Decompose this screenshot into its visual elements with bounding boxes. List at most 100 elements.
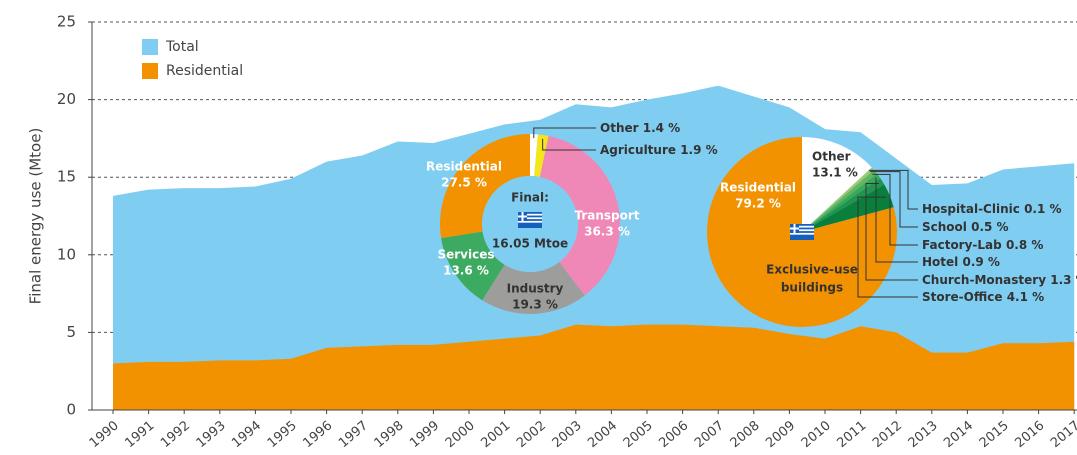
wedge	[534, 134, 549, 178]
label-part: 0.8 %	[1006, 238, 1043, 252]
label-part: Hotel	[922, 255, 958, 269]
flag-stripe	[518, 220, 542, 223]
data-label: Agriculture 1.9 %	[600, 143, 718, 157]
x-tick-label: 1993	[194, 418, 229, 451]
data-label: 27.5 %	[441, 176, 487, 190]
x-tick-label: 2017	[1048, 418, 1077, 451]
label-part: 1.4 %	[643, 121, 680, 135]
flag-cross	[793, 224, 796, 233]
leader-line	[870, 171, 918, 228]
y-axis-label: Final energy use (Mtoe)	[27, 128, 45, 305]
area	[113, 324, 1075, 410]
wedge	[802, 184, 894, 232]
wedge	[802, 137, 872, 232]
x-tick-label: 1999	[407, 418, 442, 451]
label-part: 4.1 %	[1007, 290, 1044, 304]
flag-stripe	[518, 213, 542, 216]
label-part: Church-Monastery	[922, 273, 1046, 287]
legend-swatch	[142, 63, 158, 79]
data-label: Other	[812, 150, 851, 164]
x-tick-label: 2006	[656, 418, 691, 451]
leader-line	[533, 127, 596, 139]
data-label: Industry	[507, 282, 564, 296]
wedge	[482, 262, 585, 315]
leader-line	[865, 182, 918, 281]
data-label: Services	[437, 248, 494, 262]
wedge	[441, 231, 505, 301]
x-tick-label: 2000	[443, 418, 478, 451]
flag-stripe	[790, 225, 814, 228]
y-tick-label: 5	[66, 323, 76, 341]
data-label: 79.2 %	[735, 197, 781, 211]
leader-line	[542, 138, 596, 151]
data-label: Church-Monastery 1.3 %	[922, 273, 1077, 287]
leader-line	[875, 177, 918, 263]
x-tick-label: 2015	[977, 418, 1012, 451]
data-label: 13.6 %	[443, 264, 489, 278]
x-tick-label: 1997	[336, 418, 371, 451]
data-label: School 0.5 %	[922, 220, 1009, 234]
leader-line	[872, 173, 918, 246]
data-label: Transport	[574, 209, 639, 223]
label-part: 0.9 %	[962, 255, 999, 269]
data-label: Hotel 0.9 %	[922, 255, 1000, 269]
x-tick-label: 1995	[265, 418, 300, 451]
data-label: Hospital-Clinic 0.1 %	[922, 202, 1062, 216]
center-label: Final:	[511, 191, 549, 205]
wedge	[802, 167, 875, 232]
wedge	[802, 178, 885, 232]
x-tick-label: 2010	[799, 418, 834, 451]
x-tick-label: 2012	[870, 418, 905, 451]
flag-stripe	[790, 232, 814, 235]
data-label: Store-Office 4.1 %	[922, 290, 1044, 304]
x-tick-label: 1998	[372, 418, 407, 451]
label-part: Store-Office	[922, 290, 1003, 304]
label-part: School	[922, 220, 967, 234]
y-tick-label: 0	[66, 401, 76, 419]
x-tick-label: 2004	[585, 418, 620, 451]
label-part: 1.9 %	[680, 143, 717, 157]
data-label: 13.1 %	[812, 166, 858, 180]
data-label: Factory-Lab 0.8 %	[922, 238, 1043, 252]
x-tick-label: 2014	[941, 418, 976, 451]
y-tick-label: 20	[57, 90, 76, 108]
legend-label: Total	[165, 39, 199, 55]
x-tick-label: 2001	[478, 418, 513, 451]
label-part: Hospital-Clinic	[922, 202, 1020, 216]
label-part: Factory-Lab	[922, 238, 1002, 252]
wedge	[802, 173, 881, 232]
x-tick-label: 1994	[229, 418, 264, 451]
x-tick-label: 2009	[763, 418, 798, 451]
flag-stripe	[518, 217, 542, 220]
label-part: Other	[600, 121, 639, 135]
y-tick-label: 10	[57, 245, 76, 263]
y-tick-label: 15	[57, 168, 76, 186]
x-tick-label: 1992	[158, 418, 193, 451]
data-label: 19.3 %	[512, 298, 558, 312]
label-part: Agriculture	[600, 143, 676, 157]
label-part: 1.3 %	[1050, 273, 1077, 287]
leader-line	[857, 196, 918, 298]
x-tick-label: 2011	[834, 418, 869, 451]
wedge	[802, 167, 873, 232]
wedge	[802, 170, 878, 232]
data-label: Other 1.4 %	[600, 121, 680, 135]
data-label: Residential	[426, 160, 502, 174]
x-tick-label: 2007	[692, 418, 727, 451]
x-tick-label: 2005	[621, 418, 656, 451]
flag-stripe	[790, 229, 814, 232]
label-part: 0.5 %	[971, 220, 1008, 234]
x-tick-label: 2013	[906, 418, 941, 451]
flag-cross	[521, 212, 524, 221]
x-tick-label: 2003	[550, 418, 585, 451]
wedge	[539, 135, 620, 296]
data-label: Residential	[720, 181, 796, 195]
data-label: 36.3 %	[584, 225, 630, 239]
y-tick-label: 25	[57, 13, 76, 31]
x-tick-label: 1990	[87, 418, 122, 451]
x-tick-label: 2002	[514, 418, 549, 451]
wedge	[440, 134, 530, 239]
x-tick-label: 2008	[728, 418, 763, 451]
wedge	[530, 134, 538, 177]
